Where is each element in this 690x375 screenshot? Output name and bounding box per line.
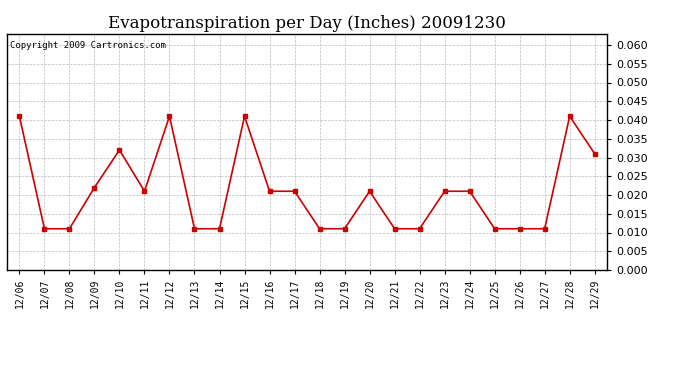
- Text: Copyright 2009 Cartronics.com: Copyright 2009 Cartronics.com: [10, 41, 166, 50]
- Title: Evapotranspiration per Day (Inches) 20091230: Evapotranspiration per Day (Inches) 2009…: [108, 15, 506, 32]
